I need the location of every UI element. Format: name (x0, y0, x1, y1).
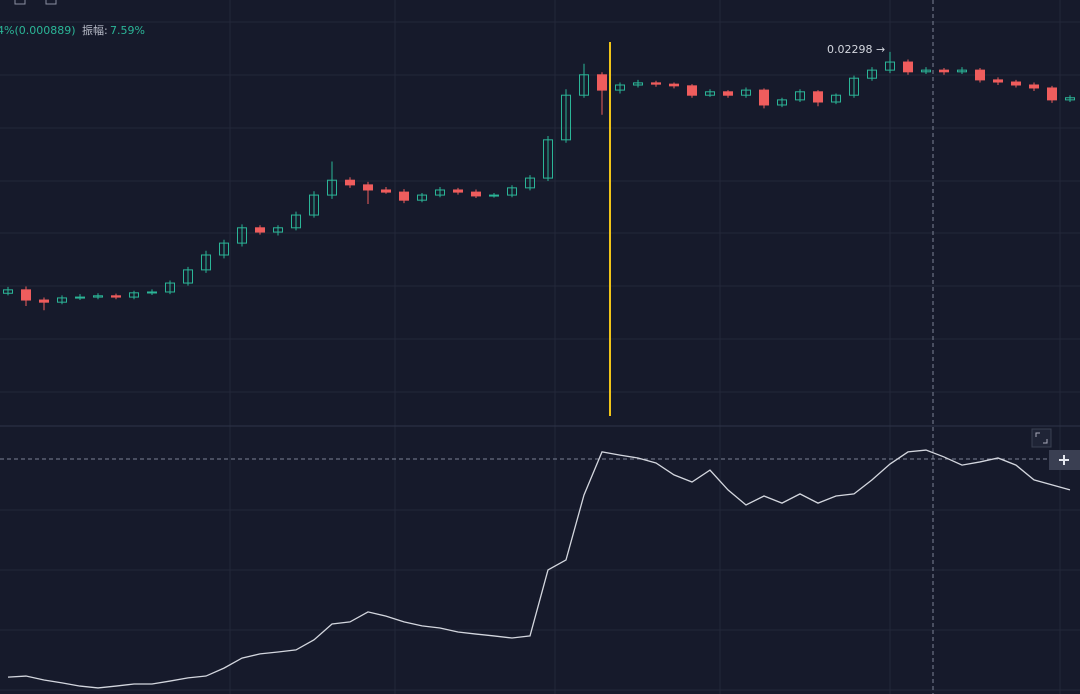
candle-body (147, 291, 157, 294)
candle-body (975, 69, 985, 81)
candle-body (633, 82, 643, 86)
candle-body (615, 84, 625, 91)
candle-body (129, 292, 139, 298)
candle-body (219, 242, 229, 256)
amplitude-label: 振幅: (82, 23, 108, 37)
candle-body (777, 99, 787, 106)
toolbar-icon[interactable] (45, 0, 57, 5)
candle-body (1029, 84, 1039, 89)
candle-body (867, 69, 877, 79)
indicator-line (7, 449, 1071, 689)
candle-body (57, 297, 67, 303)
candle-body (345, 179, 355, 186)
candle-body (273, 227, 283, 233)
expand-icon (1035, 432, 1048, 444)
candle-body (93, 295, 103, 298)
candle-body (525, 177, 535, 189)
candle-body (309, 194, 319, 216)
candle-body (705, 91, 715, 96)
candle-body (921, 69, 931, 73)
candle-body (21, 289, 31, 301)
candle-body (1065, 97, 1075, 101)
candle-body (813, 91, 823, 103)
candle-body (885, 61, 895, 71)
plot (3, 51, 1075, 689)
candle-body (741, 89, 751, 96)
candle-body (237, 227, 247, 244)
candle-body (579, 74, 589, 96)
candle-body (507, 187, 517, 196)
candle-body (561, 94, 571, 141)
candle-body (399, 191, 409, 201)
candle-body (291, 214, 301, 229)
candle-body (849, 77, 859, 96)
add-icon (1059, 455, 1069, 465)
candle-body (471, 191, 481, 197)
candle-body (759, 89, 769, 106)
candle-body (993, 79, 1003, 83)
candle-body (453, 189, 463, 193)
candle-body (327, 179, 337, 196)
candle-body (381, 189, 391, 193)
candle-body (435, 189, 445, 196)
amplitude-value: 7.59% (110, 24, 145, 37)
candle-body (39, 299, 49, 303)
candle-body (489, 194, 499, 197)
toolbar-icon[interactable] (14, 0, 26, 5)
candle-body (957, 69, 967, 73)
candle-body (417, 194, 427, 201)
expand-button[interactable] (1031, 428, 1052, 448)
candle-body (543, 139, 553, 179)
candle-body (201, 254, 211, 271)
candle-body (597, 74, 607, 91)
candle-body (1047, 87, 1057, 101)
candle-body (363, 184, 373, 191)
candle-body (831, 94, 841, 103)
candle-body (111, 295, 121, 298)
high-annotation: 0.02298 → (827, 43, 885, 56)
candle-body (1011, 81, 1021, 86)
candle-body (687, 85, 697, 96)
change-text: 4%(0.000889) (0, 24, 76, 37)
candle-body (669, 83, 679, 87)
candle-body (183, 269, 193, 284)
candle-body (3, 289, 13, 294)
candle-body (651, 82, 661, 85)
candle-body (795, 91, 805, 101)
candle-body (939, 69, 949, 73)
candle-body (75, 296, 85, 299)
candle-body (903, 61, 913, 73)
candle-body (723, 91, 733, 96)
candle-body (165, 282, 175, 293)
candle-body (255, 227, 265, 233)
